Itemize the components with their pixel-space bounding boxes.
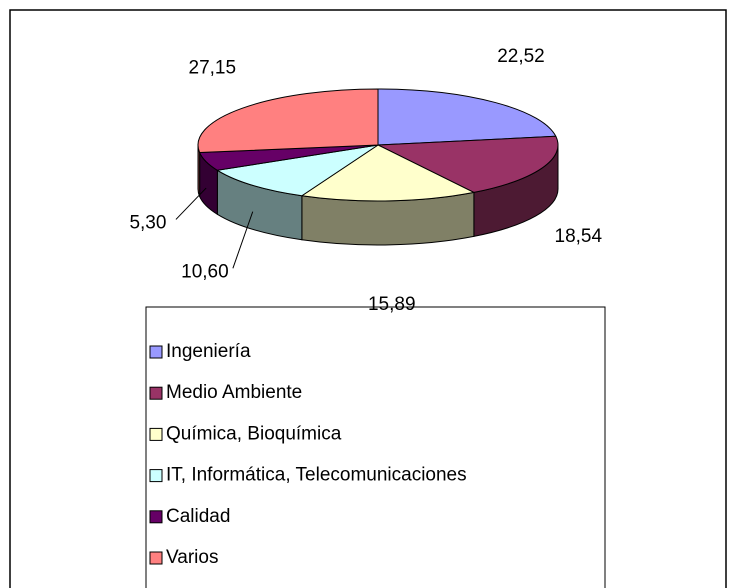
legend-label: IT, Informática, Telecomunicaciones bbox=[166, 465, 467, 486]
legend-swatch bbox=[149, 469, 163, 483]
data-label: 15,89 bbox=[368, 294, 416, 315]
slice bbox=[300, 144, 476, 202]
legend-swatch bbox=[149, 510, 163, 524]
data-label: 10,60 bbox=[181, 261, 229, 282]
legend-label: Ingeniería bbox=[166, 341, 251, 362]
legend-label: Química, Bioquímica bbox=[166, 423, 342, 444]
legend-label: Calidad bbox=[166, 506, 230, 527]
legend-box bbox=[145, 306, 606, 588]
slice bbox=[377, 88, 557, 146]
legend-swatch bbox=[149, 345, 163, 359]
chart-frame bbox=[9, 9, 727, 588]
legend-label: Medio Ambiente bbox=[166, 382, 302, 403]
slice bbox=[197, 88, 379, 154]
slice bbox=[376, 135, 559, 193]
legend-label: Varios bbox=[166, 547, 218, 568]
legend-swatch bbox=[149, 386, 163, 400]
legend-swatch bbox=[149, 551, 163, 565]
data-label: 18,54 bbox=[555, 226, 603, 247]
data-label: 22,52 bbox=[497, 46, 545, 67]
leader-line bbox=[232, 211, 254, 269]
data-label: 5,30 bbox=[129, 212, 166, 233]
data-label: 27,15 bbox=[189, 58, 237, 79]
leader-line bbox=[175, 187, 207, 220]
slice bbox=[215, 144, 379, 197]
legend-swatch bbox=[149, 427, 163, 441]
